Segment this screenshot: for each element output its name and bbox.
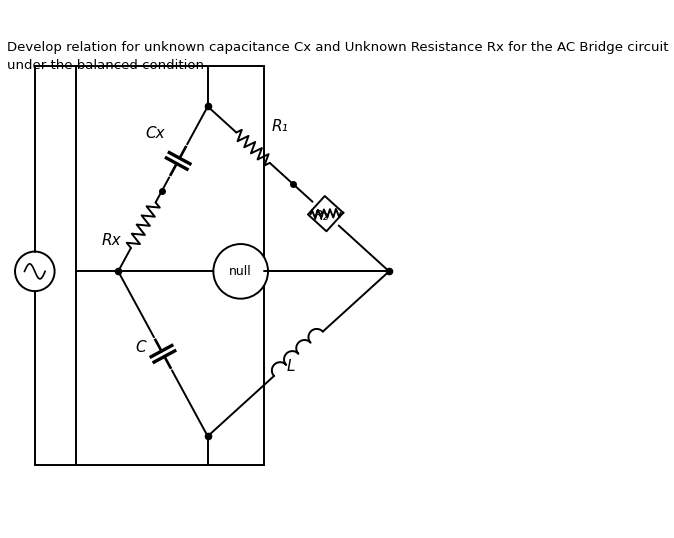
Bar: [75, 66, 264, 464]
Text: L: L: [286, 359, 295, 374]
Text: Develop relation for unknown capacitance Cx and Unknown Resistance Rx for the AC: Develop relation for unknown capacitance…: [7, 40, 669, 53]
Text: C: C: [136, 341, 146, 356]
Text: null: null: [229, 265, 252, 278]
Text: Rx: Rx: [101, 233, 121, 248]
Text: under the balanced condition: under the balanced condition: [7, 59, 204, 72]
Text: R₁: R₁: [272, 119, 289, 134]
Text: R₂: R₂: [313, 209, 328, 223]
Circle shape: [15, 252, 55, 291]
Circle shape: [214, 244, 268, 299]
Text: Cx: Cx: [145, 126, 164, 141]
